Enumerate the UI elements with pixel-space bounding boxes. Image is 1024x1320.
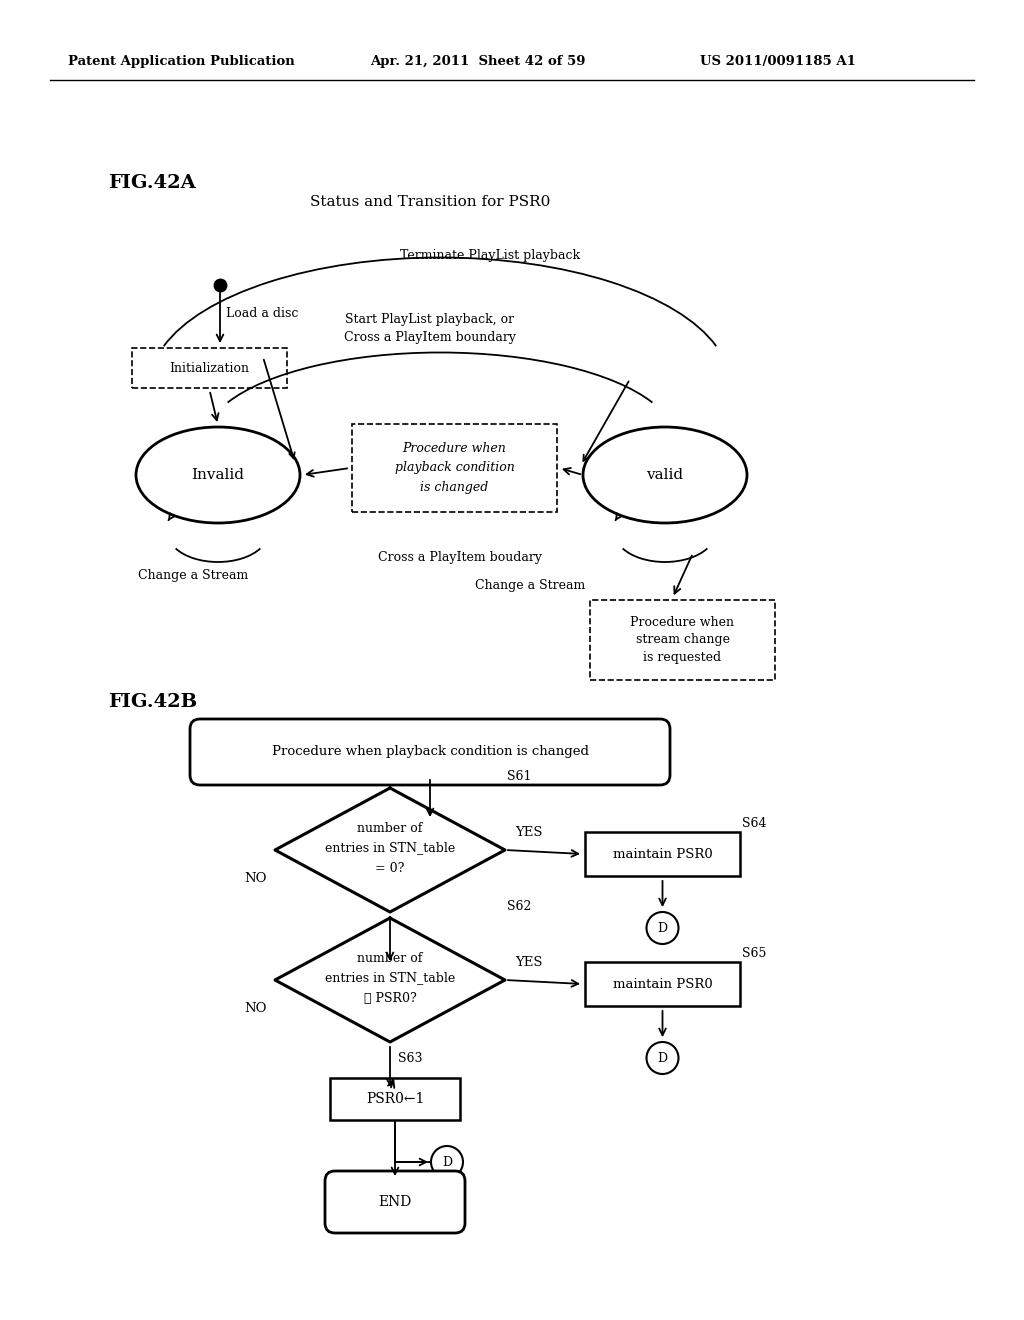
Text: D: D bbox=[657, 921, 668, 935]
Text: is requested: is requested bbox=[643, 651, 722, 664]
Text: stream change: stream change bbox=[636, 634, 729, 647]
Bar bbox=[132, 348, 287, 388]
Text: maintain PSR0: maintain PSR0 bbox=[612, 847, 713, 861]
Text: Terminate PlayList playback: Terminate PlayList playback bbox=[400, 248, 580, 261]
FancyBboxPatch shape bbox=[325, 1171, 465, 1233]
Text: = 0?: = 0? bbox=[376, 862, 404, 874]
Text: Procedure when playback condition is changed: Procedure when playback condition is cha… bbox=[271, 746, 589, 759]
Text: Status and Transition for PSR0: Status and Transition for PSR0 bbox=[310, 195, 550, 209]
Text: Cross a PlayItem boundary: Cross a PlayItem boundary bbox=[344, 331, 516, 345]
Text: FIG.42A: FIG.42A bbox=[108, 174, 196, 191]
Text: maintain PSR0: maintain PSR0 bbox=[612, 978, 713, 990]
Text: entries in STN_table: entries in STN_table bbox=[325, 972, 455, 985]
Text: Load a disc: Load a disc bbox=[226, 308, 298, 319]
Text: number of: number of bbox=[357, 821, 423, 834]
Ellipse shape bbox=[136, 426, 300, 523]
Text: Change a Stream: Change a Stream bbox=[475, 578, 585, 591]
Text: Patent Application Publication: Patent Application Publication bbox=[68, 55, 295, 69]
Text: S64: S64 bbox=[742, 817, 767, 830]
Text: is changed: is changed bbox=[421, 480, 488, 494]
FancyBboxPatch shape bbox=[190, 719, 670, 785]
Text: D: D bbox=[657, 1052, 668, 1064]
Text: YES: YES bbox=[515, 825, 543, 838]
Bar bbox=[330, 1078, 460, 1119]
Text: NO: NO bbox=[245, 871, 267, 884]
Ellipse shape bbox=[646, 1041, 679, 1074]
Text: entries in STN_table: entries in STN_table bbox=[325, 842, 455, 854]
Text: Procedure when: Procedure when bbox=[631, 616, 734, 628]
Text: Start PlayList playback, or: Start PlayList playback, or bbox=[345, 314, 515, 326]
Text: FIG.42B: FIG.42B bbox=[108, 693, 198, 711]
Text: S63: S63 bbox=[398, 1052, 423, 1065]
Text: valid: valid bbox=[646, 469, 684, 482]
Text: US 2011/0091185 A1: US 2011/0091185 A1 bbox=[700, 55, 856, 69]
Bar bbox=[352, 424, 557, 512]
Text: YES: YES bbox=[515, 956, 543, 969]
Bar bbox=[590, 601, 775, 680]
Text: PSR0←1: PSR0←1 bbox=[366, 1092, 424, 1106]
Text: NO: NO bbox=[245, 1002, 267, 1015]
Text: S61: S61 bbox=[507, 770, 531, 783]
Text: Procedure when: Procedure when bbox=[402, 442, 507, 455]
Ellipse shape bbox=[431, 1146, 463, 1177]
Text: Apr. 21, 2011  Sheet 42 of 59: Apr. 21, 2011 Sheet 42 of 59 bbox=[370, 55, 586, 69]
Text: D: D bbox=[442, 1155, 452, 1168]
Text: END: END bbox=[379, 1195, 412, 1209]
Bar bbox=[585, 832, 740, 876]
Ellipse shape bbox=[646, 912, 679, 944]
Text: Change a Stream: Change a Stream bbox=[138, 569, 248, 582]
Text: S62: S62 bbox=[507, 900, 531, 913]
Ellipse shape bbox=[583, 426, 746, 523]
Text: playback condition: playback condition bbox=[394, 462, 514, 474]
Text: ≧ PSR0?: ≧ PSR0? bbox=[364, 991, 417, 1005]
Bar bbox=[585, 962, 740, 1006]
Text: Invalid: Invalid bbox=[191, 469, 245, 482]
Text: Initialization: Initialization bbox=[170, 362, 250, 375]
Text: Cross a PlayItem boudary: Cross a PlayItem boudary bbox=[378, 552, 542, 565]
Text: number of: number of bbox=[357, 952, 423, 965]
Text: S65: S65 bbox=[742, 946, 766, 960]
